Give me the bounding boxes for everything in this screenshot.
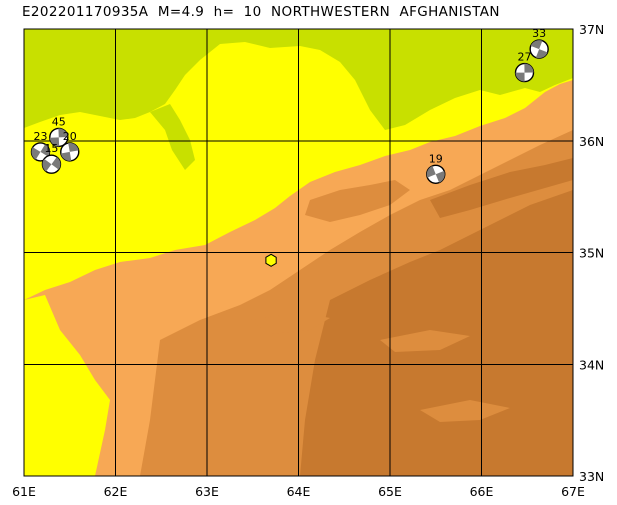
lat-label: 36N: [579, 134, 604, 149]
event-label: 33: [532, 27, 546, 40]
terrain-plain-west: [24, 295, 110, 476]
lat-label: 33N: [579, 469, 604, 484]
beachball-quadrant: [58, 128, 68, 138]
event-label: 45: [52, 115, 66, 128]
event-label: 15: [44, 142, 58, 155]
beachball: 27: [514, 51, 535, 83]
beachball-quadrant: [40, 144, 50, 157]
beachball-quadrant: [60, 151, 72, 161]
lon-label: 63E: [195, 484, 219, 499]
lon-label: 62E: [104, 484, 128, 499]
lat-label: 34N: [579, 357, 604, 372]
beachball-quadrant: [51, 156, 61, 170]
lon-label: 65E: [378, 484, 402, 499]
terrain-mountains-west: [305, 180, 410, 222]
lon-label: 67E: [561, 484, 585, 499]
beachball-quadrant: [435, 170, 445, 183]
terrain-valley-2: [380, 330, 470, 352]
event-label: 20: [63, 130, 77, 143]
lat-label: 37N: [579, 22, 604, 37]
beachball-quadrant: [515, 72, 525, 82]
hexagon-epicenter-icon: [265, 253, 277, 267]
beachball-quadrant: [530, 40, 543, 50]
lon-label: 61E: [12, 484, 36, 499]
epicenter: [265, 253, 277, 267]
beachball-quadrant: [42, 158, 52, 172]
graticule: [24, 29, 573, 476]
beachball-quadrant: [535, 49, 548, 59]
beachball-quadrant: [31, 147, 41, 160]
beachball-quadrant: [524, 63, 534, 73]
lon-label: 66E: [470, 484, 494, 499]
terrain-high-ridge: [430, 158, 573, 218]
terrain-valley-3: [420, 400, 510, 422]
event-label: 23: [33, 130, 47, 143]
beachball: 45: [49, 115, 69, 148]
beachball: 23: [30, 130, 51, 162]
beachball: 33: [529, 27, 549, 59]
longitude-labels: 61E 62E 63E 64E 65E 66E 67E: [12, 484, 585, 499]
beachball-quadrant: [426, 165, 436, 178]
latitude-labels: 37N 36N 35N 34N 33N: [579, 22, 604, 484]
event-label: 27: [518, 51, 532, 64]
beachball: 15: [41, 142, 62, 174]
lat-label: 35N: [579, 246, 604, 261]
map-frame: [23, 28, 574, 477]
event-label: 19: [429, 152, 443, 165]
beachball: 19: [426, 152, 446, 184]
lon-label: 64E: [287, 484, 311, 499]
terrain-valley-1: [250, 312, 330, 334]
beachball-quadrant: [49, 137, 60, 147]
map-title: E202201170935A M=4.9 h= 10 NORTHWESTERN …: [22, 4, 500, 20]
beachball: 20: [60, 130, 80, 162]
beachball-quadrant: [68, 142, 79, 152]
terrain-lowland-tongue: [150, 104, 195, 170]
terrain-lowland: [24, 29, 573, 130]
